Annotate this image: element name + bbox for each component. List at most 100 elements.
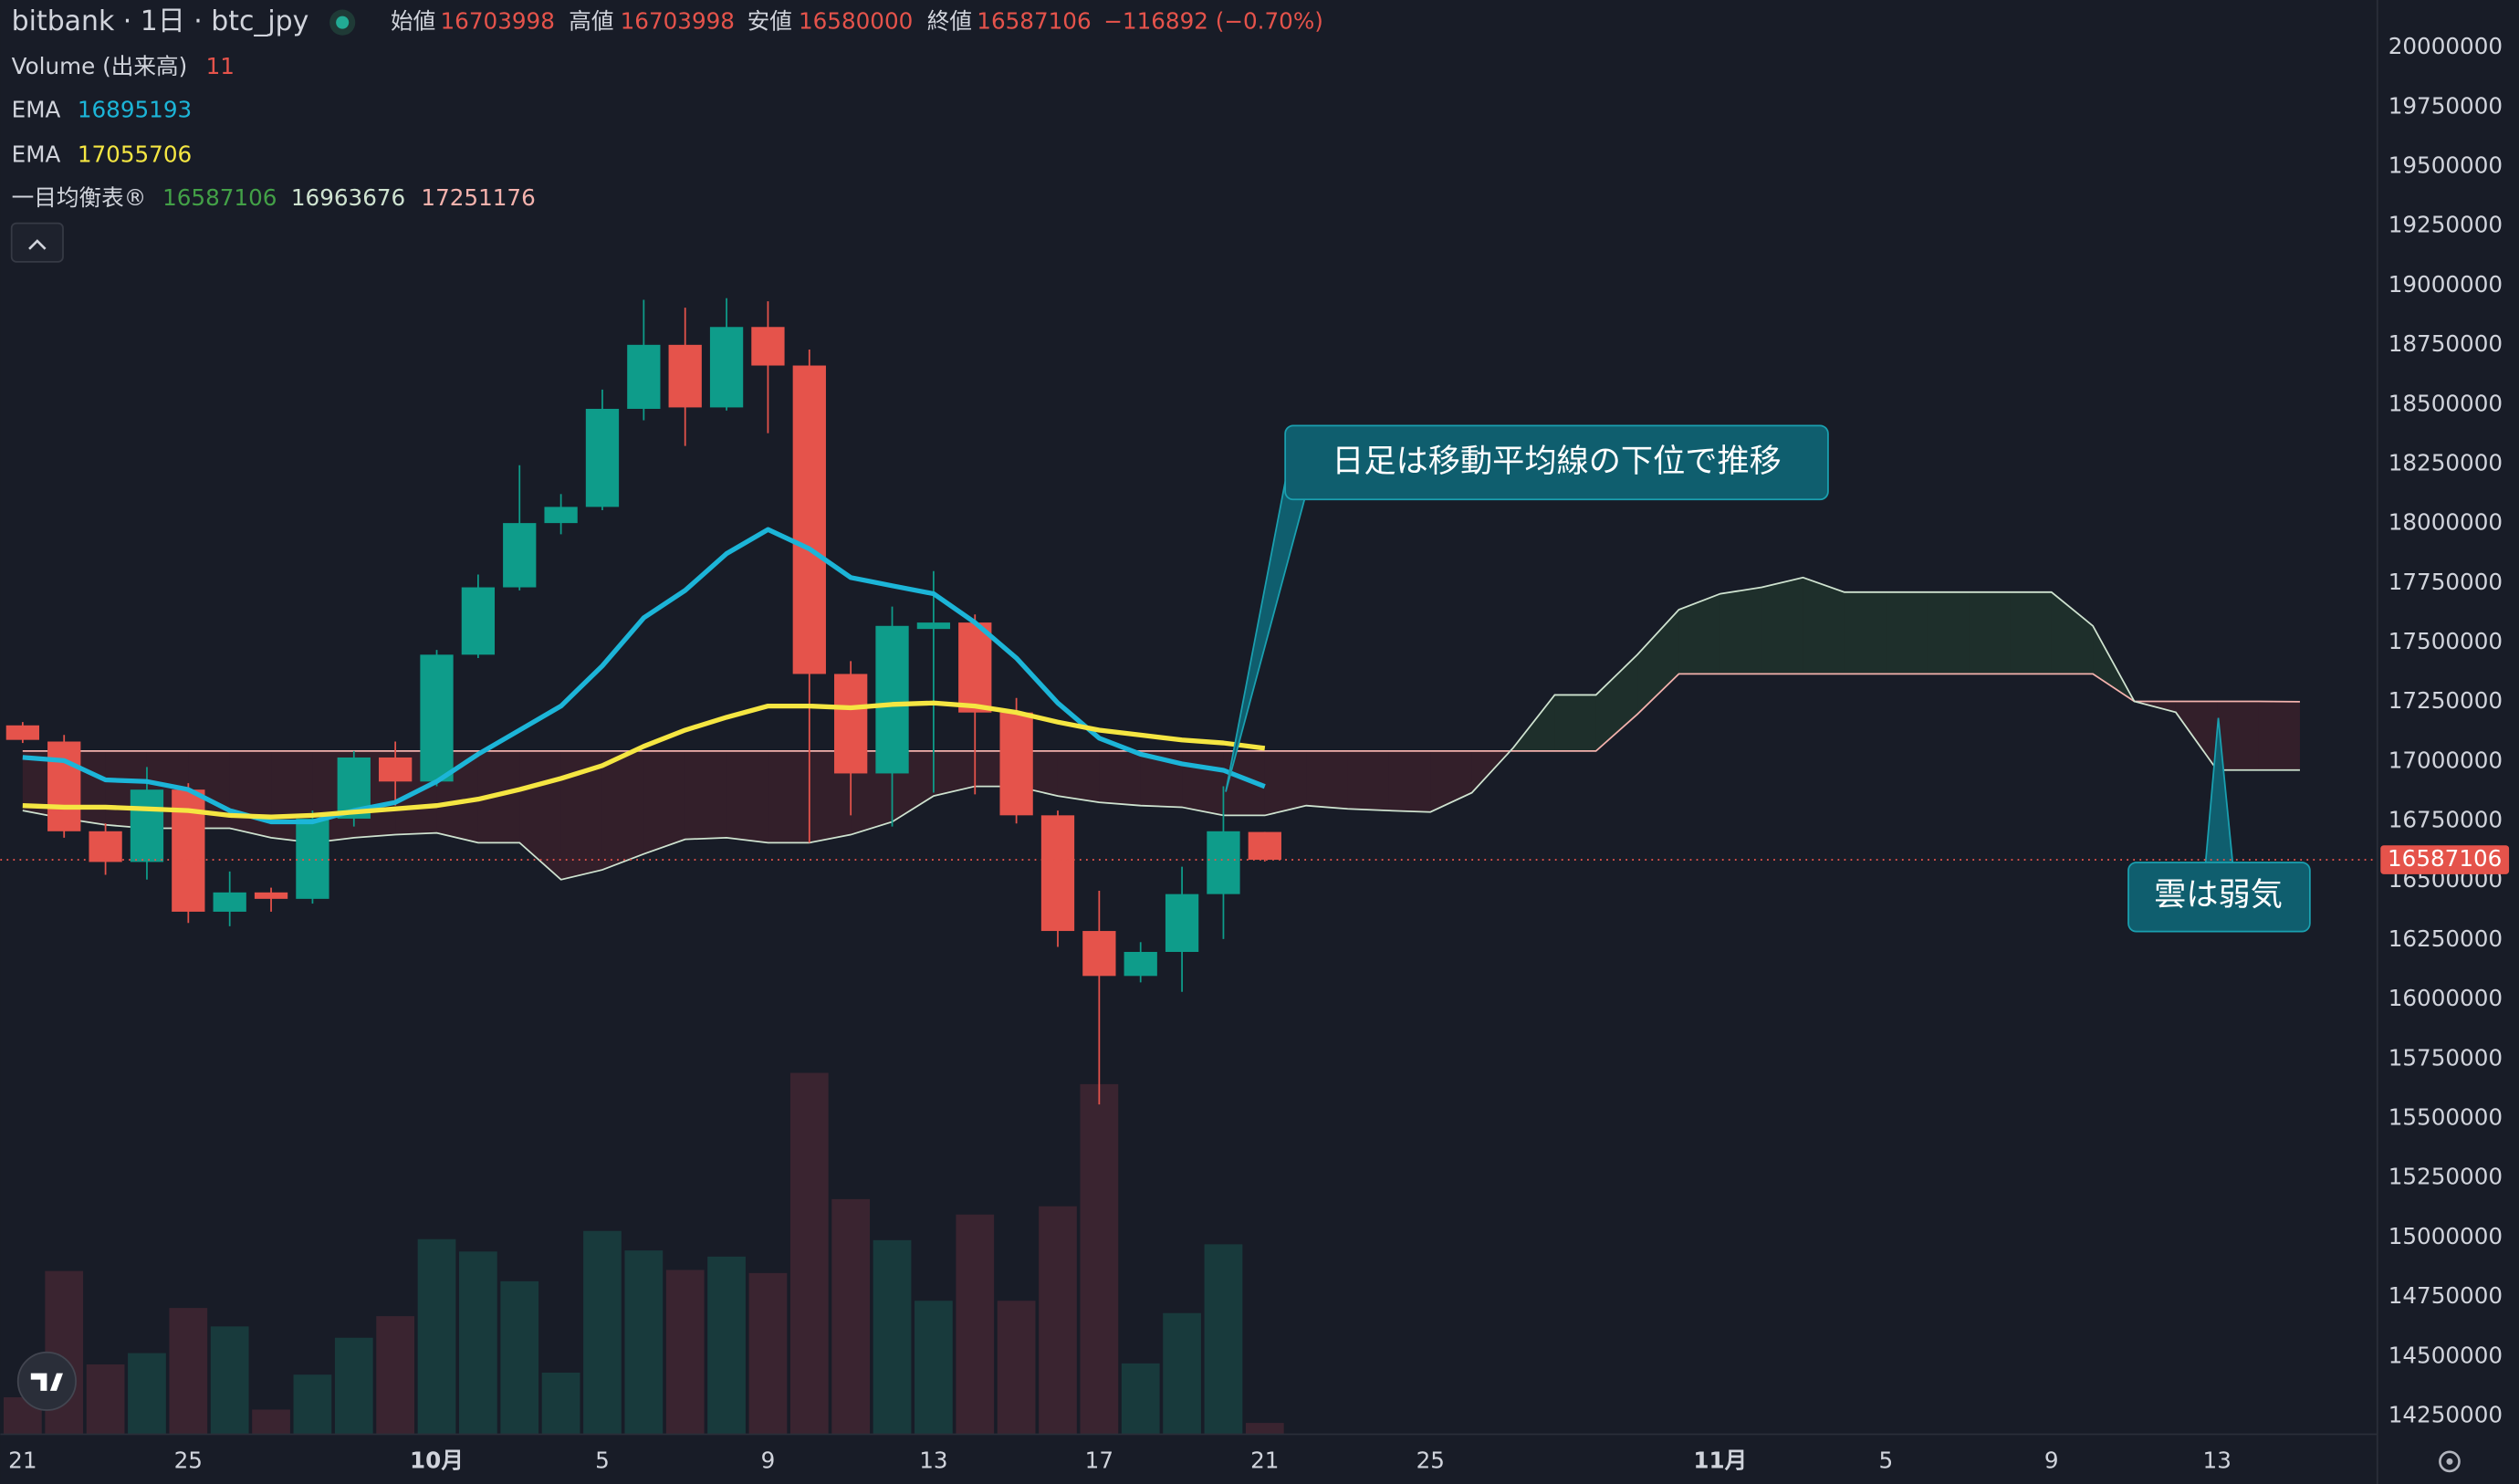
volume-bar <box>128 1353 166 1435</box>
candle-body <box>254 892 288 899</box>
y-tick-label: 20000000 <box>2388 33 2503 59</box>
ichimoku-cloud <box>1347 750 1389 811</box>
candle-body <box>958 622 992 713</box>
ichimoku-cloud <box>2217 701 2259 770</box>
plot-area <box>3 298 2300 1435</box>
candle-body <box>213 892 246 912</box>
y-tick-label: 17250000 <box>2388 687 2503 714</box>
x-tick-label: 25 <box>1416 1447 1445 1473</box>
ichimoku-cloud <box>1844 591 1887 674</box>
volume-bar <box>293 1374 332 1435</box>
candle-body <box>709 327 744 408</box>
volume-bar <box>376 1316 415 1435</box>
legend-ema-value: 17055706 <box>78 141 192 168</box>
ichimoku-cloud <box>229 750 272 838</box>
volume-bar <box>665 1270 705 1435</box>
candle-body <box>420 654 454 782</box>
y-tick-label: 15750000 <box>2388 1044 2503 1071</box>
low-label: 安値 <box>747 8 792 35</box>
legend-ema: EMA <box>12 141 61 168</box>
candle-body <box>627 344 661 409</box>
ichimoku-cloud <box>1927 591 1970 674</box>
callout-text: 日足は移動平均線の下位で推移 <box>1332 443 1782 480</box>
change-value: −116892 (−0.70%) <box>1103 8 1323 35</box>
volume-bar <box>417 1238 456 1435</box>
candle-body <box>916 622 951 630</box>
volume-bar <box>1245 1423 1284 1435</box>
candle-body <box>834 674 868 774</box>
ichimoku-cloud <box>1886 591 1928 674</box>
legend-ichimoku: 一目均衡表® <box>12 184 147 211</box>
candle-body <box>751 327 785 366</box>
candle-body <box>503 523 537 588</box>
candle-body <box>1124 952 1157 977</box>
x-tick-label: 9 <box>761 1447 776 1473</box>
collapse-icon <box>28 239 47 250</box>
candle-body <box>89 831 122 862</box>
candle-body <box>544 507 578 524</box>
candle-body <box>1207 831 1240 894</box>
x-tick-label: 13 <box>2203 1447 2232 1473</box>
volume-bar <box>210 1326 249 1435</box>
settings-icon[interactable] <box>2439 1450 2461 1473</box>
volume-bar <box>789 1072 829 1435</box>
x-tick-label: 21 <box>1250 1447 1279 1473</box>
candle-body <box>585 408 620 507</box>
ichimoku-cloud <box>1595 654 1638 751</box>
y-tick-label: 15000000 <box>2388 1223 2503 1249</box>
ichimoku-cloud <box>685 750 727 840</box>
ichimoku-cloud <box>1264 750 1307 816</box>
candle-body <box>1082 931 1116 977</box>
volume-bar <box>541 1372 580 1435</box>
volume-bar <box>252 1409 290 1435</box>
volume-bar <box>1121 1363 1160 1435</box>
ichimoku-cloud <box>1803 577 1845 674</box>
candle-body <box>130 789 164 862</box>
ichimoku-cloud <box>1637 610 1679 715</box>
y-tick-label: 16000000 <box>2388 985 2503 1011</box>
candle-body <box>296 818 329 899</box>
y-tick-label: 19750000 <box>2388 92 2503 119</box>
chart-title: bitbank · 1日 · btc_jpy <box>12 5 309 37</box>
ichimoku-cloud <box>643 750 685 854</box>
candle-body <box>5 725 40 740</box>
ichimoku-cloud <box>1761 577 1803 674</box>
ichimoku-span-b <box>22 673 2300 752</box>
candle-body <box>875 625 909 774</box>
y-tick-label: 14250000 <box>2388 1401 2503 1427</box>
y-tick-label: 15500000 <box>2388 1104 2503 1131</box>
ichimoku-cloud <box>1182 750 1224 816</box>
candle-body <box>461 587 496 655</box>
callout-text: 雲は弱気 <box>2154 876 2283 914</box>
ema-line <box>22 527 1266 825</box>
volume-bar <box>748 1272 788 1435</box>
high-label: 高値 <box>569 8 613 35</box>
volume-bar <box>86 1364 125 1435</box>
x-tick-label: 11月 <box>1693 1447 1747 1473</box>
y-tick-label: 19250000 <box>2388 212 2503 238</box>
ichimoku-cloud <box>1057 750 1100 803</box>
ichimoku-cloud <box>809 750 852 843</box>
x-tick-label: 17 <box>1085 1447 1113 1473</box>
y-tick-label: 18250000 <box>2388 449 2503 476</box>
price-label-box <box>2380 845 2510 874</box>
volume-bar <box>1163 1312 1201 1435</box>
callout-box <box>1284 424 1829 501</box>
volume-bar <box>459 1251 497 1435</box>
volume-bar <box>915 1301 953 1435</box>
candle-body <box>47 741 81 831</box>
candle-body <box>999 712 1033 816</box>
volume-bar <box>997 1301 1036 1435</box>
candle-body <box>1165 894 1199 953</box>
volume-bar <box>583 1230 622 1435</box>
close-label: 終値 <box>927 8 972 35</box>
ichimoku-cloud <box>1719 587 1762 674</box>
status-dot <box>336 16 350 29</box>
y-tick-label: 17000000 <box>2388 747 2503 773</box>
y-tick-label: 16250000 <box>2388 925 2503 952</box>
ichimoku-cloud <box>1306 750 1348 810</box>
open-value: 16703998 <box>441 8 555 35</box>
y-tick-label: 15250000 <box>2388 1164 2503 1190</box>
y-tick-label: 18750000 <box>2388 330 2503 357</box>
